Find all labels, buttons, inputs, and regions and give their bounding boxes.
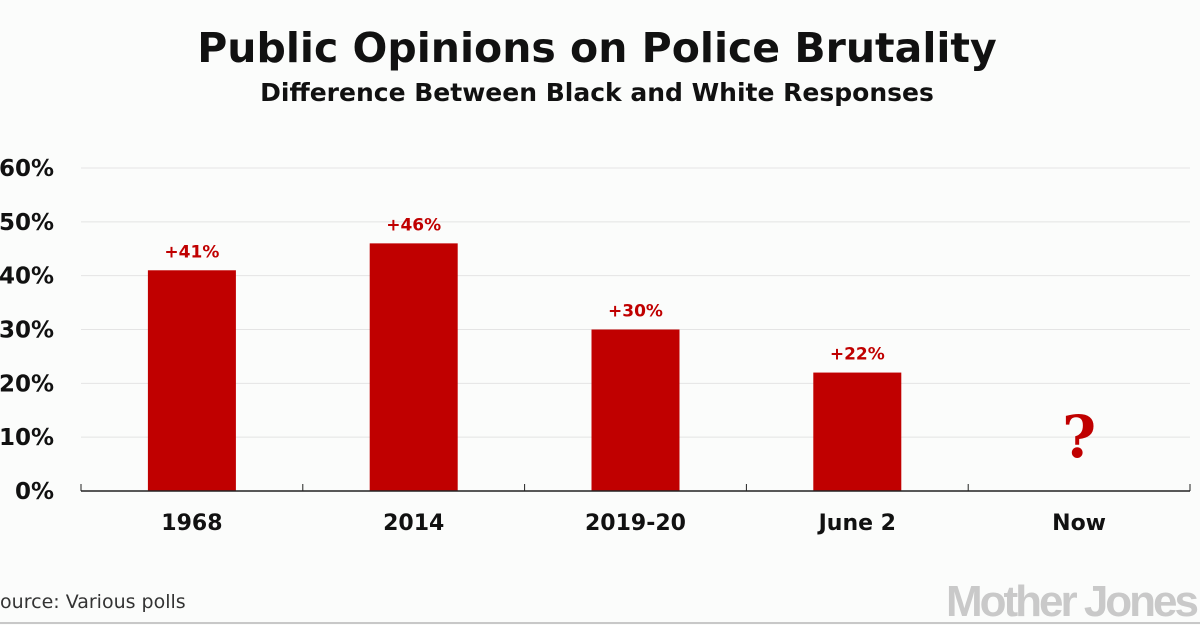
x-tick-label: Now [1052, 511, 1106, 536]
y-tick-label: 0% [15, 479, 54, 505]
bar [147, 270, 236, 491]
data-label: +46% [386, 215, 441, 235]
x-tick-label: 2014 [383, 511, 444, 536]
bar [813, 372, 902, 491]
mother-jones-logo: Mother Jones [946, 577, 1198, 625]
data-label: +22% [830, 345, 885, 365]
y-tick-label: 50% [0, 210, 54, 236]
x-tick-label: June 2 [817, 511, 896, 536]
y-tick-label: 60% [0, 156, 54, 182]
y-tick-label: 10% [0, 425, 54, 451]
x-tick-label: 1968 [161, 511, 222, 536]
data-label: +30% [608, 302, 663, 322]
question-mark-label: ? [1062, 403, 1096, 471]
y-tick-label: 30% [0, 318, 54, 344]
chart-title: Public Opinions on Police Brutality [197, 24, 997, 72]
bar [369, 243, 458, 491]
y-tick-label: 20% [0, 371, 54, 397]
y-tick-label: 40% [0, 264, 54, 290]
source-note: Source: Various polls [0, 591, 186, 613]
x-tick-label: 2019-20 [585, 511, 686, 536]
bar [591, 329, 680, 491]
chart-subtitle: Difference Between Black and White Respo… [260, 78, 934, 107]
data-label: +41% [164, 242, 219, 262]
